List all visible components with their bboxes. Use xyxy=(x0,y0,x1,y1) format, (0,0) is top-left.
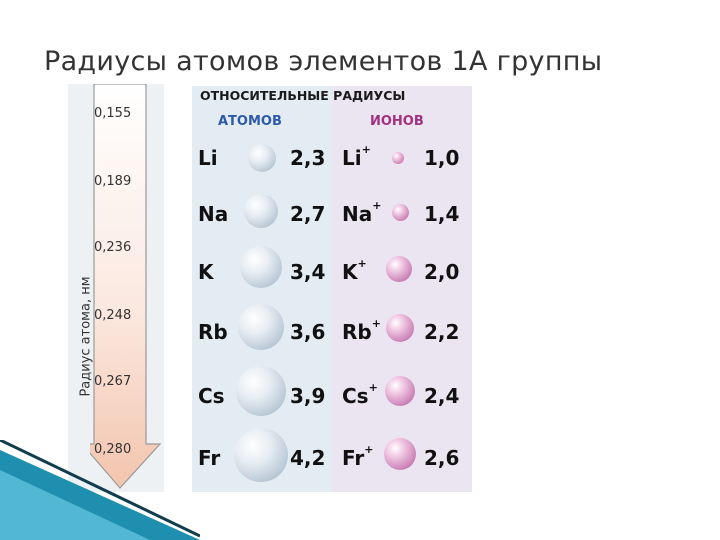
atoms-header: АТОМОВ xyxy=(218,114,282,129)
ion-symbol: Cs+ xyxy=(342,381,378,408)
atom-sphere xyxy=(236,366,286,416)
slide-title: Радиусы атомов элементов 1А группы xyxy=(44,46,603,77)
tick-label: 0,236 xyxy=(94,240,132,255)
tick-label: 0,280 xyxy=(94,442,132,457)
atom-sphere xyxy=(238,304,284,350)
atom-radius-value: 2,3 xyxy=(290,146,326,170)
atom-sphere xyxy=(240,246,282,288)
tick-label: 0,155 xyxy=(94,106,132,121)
table-row: K 3,4 K+ 2,0 xyxy=(192,246,472,300)
ion-sphere xyxy=(392,152,404,164)
ion-sphere xyxy=(386,314,414,342)
atom-symbol: Na xyxy=(198,202,229,226)
ions-header: ИОНОВ xyxy=(370,114,424,129)
tick-label: 0,267 xyxy=(94,374,132,389)
atom-sphere xyxy=(248,144,276,172)
table-row: Li 2,3 Li+ 1,0 xyxy=(192,138,472,192)
atom-radius-value: 3,9 xyxy=(290,384,326,408)
table-row: Cs 3,9 Cs+ 2,4 xyxy=(192,366,472,422)
table-row: Na 2,7 Na+ 1,4 xyxy=(192,192,472,246)
ion-sphere xyxy=(385,376,415,406)
atom-radius-value: 2,7 xyxy=(290,202,326,226)
ion-radius-value: 1,0 xyxy=(424,146,460,170)
atom-radius-value: 3,6 xyxy=(290,320,326,344)
table-header: ОТНОСИТЕЛЬНЫЕ РАДИУСЫ xyxy=(200,88,406,103)
ion-symbol: K+ xyxy=(342,257,367,284)
radii-table: ОТНОСИТЕЛЬНЫЕ РАДИУСЫ АТОМОВ ИОНОВ Li 2,… xyxy=(192,86,472,492)
corner-decoration xyxy=(0,440,200,540)
atom-symbol: Cs xyxy=(198,384,225,408)
table-row: Rb 3,6 Rb+ 2,2 xyxy=(192,304,472,360)
ion-radius-value: 2,2 xyxy=(424,320,460,344)
ion-radius-value: 2,0 xyxy=(424,260,460,284)
ion-radius-value: 2,6 xyxy=(424,446,460,470)
atom-radius-value: 4,2 xyxy=(290,446,326,470)
ion-symbol: Na+ xyxy=(342,199,382,226)
radius-scale-panel: Радиус атома, нм 0,155 0,189 0,236 0,248… xyxy=(68,84,164,492)
atom-symbol: Fr xyxy=(198,446,221,470)
ion-radius-value: 2,4 xyxy=(424,384,460,408)
axis-label: Радиус атома, нм xyxy=(78,276,94,397)
atom-symbol: Li xyxy=(198,146,218,170)
atom-radius-value: 3,4 xyxy=(290,260,326,284)
ion-sphere xyxy=(392,204,409,221)
ion-symbol: Rb+ xyxy=(342,317,381,344)
ion-symbol: Li+ xyxy=(342,143,371,170)
ion-symbol: Fr+ xyxy=(342,443,374,470)
ion-radius-value: 1,4 xyxy=(424,202,460,226)
gradient-arrow xyxy=(90,84,162,489)
atom-sphere xyxy=(234,428,288,482)
atom-symbol: K xyxy=(198,260,214,284)
tick-label: 0,248 xyxy=(94,308,132,323)
table-row: Fr 4,2 Fr+ 2,6 xyxy=(192,428,472,484)
ion-sphere xyxy=(386,256,412,282)
tick-label: 0,189 xyxy=(94,174,132,189)
ion-sphere xyxy=(384,438,416,470)
atom-symbol: Rb xyxy=(198,320,228,344)
atom-sphere xyxy=(244,194,278,228)
